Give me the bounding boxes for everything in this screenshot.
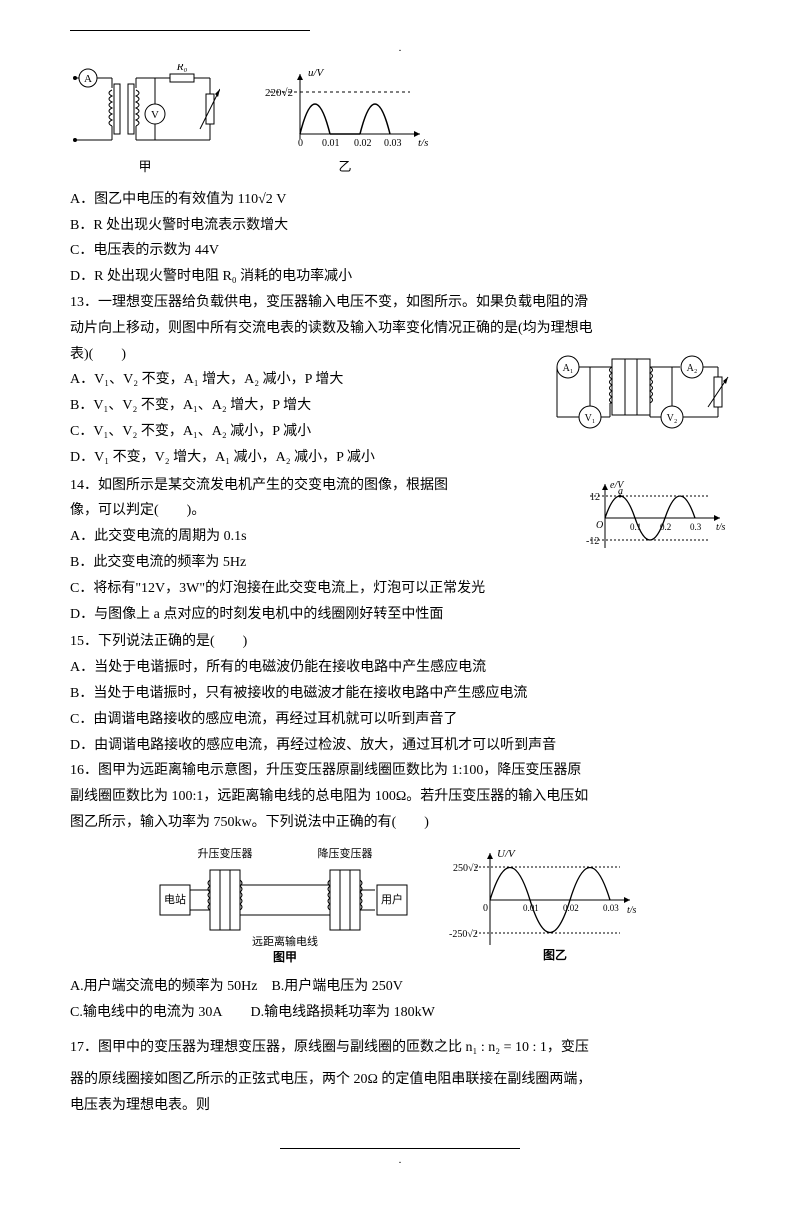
top-optC: C．电压表的示数为 44V xyxy=(70,239,730,263)
svg-text:250√2: 250√2 xyxy=(453,863,479,874)
q13-optD: D．V₁ 不变，V₂ 增大，A₁ 减小，A₂ 减小，P 减小 xyxy=(70,446,730,470)
svg-text:U/V: U/V xyxy=(497,848,516,860)
svg-text:降压变压器: 降压变压器 xyxy=(318,846,373,860)
q15-optA: A．当处于电谐振时，所有的电磁波仍能在接收电路中产生感应电流 xyxy=(70,656,730,680)
q15-stem: 15．下列说法正确的是( ) xyxy=(70,630,730,654)
svg-text:0.01: 0.01 xyxy=(523,903,539,913)
fig-top-jia: A R₀ R xyxy=(70,64,220,178)
q16-optD: D.输电线路损耗功率为 180kW xyxy=(250,1005,434,1020)
svg-text:升压变压器: 升压变压器 xyxy=(198,846,253,860)
q17-stem2: 器的原线圈接如图乙所示的正弦式电压，两个 20Ω 的定值电阻串联接在副线圈两端， xyxy=(70,1068,730,1092)
q16-fig1: 升压变压器 降压变压器 电站 xyxy=(155,845,415,965)
caption-jia: 甲 xyxy=(70,156,220,178)
ylabel: u/V xyxy=(308,67,325,79)
svg-text:O: O xyxy=(596,520,603,531)
svg-text:0.03: 0.03 xyxy=(603,903,619,913)
svg-text:0.02: 0.02 xyxy=(354,138,372,149)
q16-stem3: 图乙所示，输入功率为 750kw。下列说法中正确的有( ) xyxy=(70,811,730,835)
svg-text:t/s: t/s xyxy=(716,522,726,533)
q14-fig: e/V t/s 12 -12 O a 0.1 0.2 0.3 xyxy=(580,478,730,558)
q13-fig: A₁ V₁ A₂ xyxy=(550,347,730,437)
q17-stem3: 电压表为理想电表。则 xyxy=(70,1094,730,1118)
svg-text:0.02: 0.02 xyxy=(563,903,579,913)
svg-text:0.1: 0.1 xyxy=(630,522,641,532)
svg-text:0: 0 xyxy=(298,138,303,149)
svg-text:0.2: 0.2 xyxy=(660,522,671,532)
label-R: R xyxy=(219,105,220,117)
svg-text:0: 0 xyxy=(483,903,488,914)
svg-text:用户: 用户 xyxy=(381,892,403,906)
svg-text:图甲: 图甲 xyxy=(273,950,297,964)
q15-optC: C．由调谐电路接收的感应电流，再经过耳机就可以听到声音了 xyxy=(70,708,730,732)
fig-top-yi: u/V t/s 220√2 0 0.01 0.02 0.03 乙 xyxy=(260,64,430,178)
top-optB: B．R 处出现火警时电流表示数增大 xyxy=(70,214,730,238)
q14-optD: D．与图像上 a 点对应的时刻发电机中的线圈刚好转至中性面 xyxy=(70,603,730,627)
q16-optB: B.用户端电压为 250V xyxy=(271,979,402,994)
q16-fig2: U/V t/s 250√2 -250√2 0 0.01 0.02 0.03 图乙 xyxy=(445,845,645,965)
q16-optA: A.用户端交流电的频率为 50Hz xyxy=(70,979,257,994)
svg-text:V₂: V₂ xyxy=(667,413,678,424)
label-V: V xyxy=(151,109,159,121)
q13-stem1: 13．一理想变压器给负载供电，变压器输入电压不变，如图所示。如果负载电阻的滑 xyxy=(70,291,730,315)
q16-optC: C.输电线中的电流为 30A xyxy=(70,1005,222,1020)
svg-text:电站: 电站 xyxy=(164,892,186,906)
q15-optD: D．由调谐电路接收的感应电流，再经过检波、放大，通过耳机才可以听到声音 xyxy=(70,734,730,758)
svg-text:远距离输电线: 远距离输电线 xyxy=(252,934,318,948)
top-optA: A．图乙中电压的有效值为 110√2 V xyxy=(70,188,730,212)
svg-text:A₁: A₁ xyxy=(563,363,574,374)
label-R0: R₀ xyxy=(176,64,188,73)
q14-optC: C．将标有"12V，3W"的灯泡接在此交变电流上，灯泡可以正常发光 xyxy=(70,577,730,601)
svg-text:12: 12 xyxy=(590,492,600,503)
svg-text:图乙: 图乙 xyxy=(543,948,567,962)
q16-stem2: 副线圈匝数比为 100:1，远距离输电线的总电阻为 100Ω。若升压变压器的输入… xyxy=(70,785,730,809)
svg-text:0.01: 0.01 xyxy=(322,138,340,149)
svg-text:V₁: V₁ xyxy=(585,413,596,424)
caption-yi: 乙 xyxy=(260,156,430,178)
svg-text:0.3: 0.3 xyxy=(690,522,702,532)
svg-text:-12: -12 xyxy=(586,536,599,547)
q17-stem1: 17．图甲中的变压器为理想变压器，原线圈与副线圈的匝数之比 n₁ : n₂ = … xyxy=(70,1036,730,1060)
svg-text:-250√2: -250√2 xyxy=(449,929,478,940)
q16-stem1: 16．图甲为远距离输电示意图，升压变压器原副线圈匝数比为 1:100，降压变压器… xyxy=(70,759,730,783)
q13-stem2: 动片向上移动，则图中所有交流电表的读数及输入功率变化情况正确的是(均为理想电 xyxy=(70,317,730,341)
svg-text:0.03: 0.03 xyxy=(384,138,402,149)
top-optD: D．R 处出现火警时电阻 R₀ 消耗的电功率减小 xyxy=(70,265,730,289)
peak: 220√2 xyxy=(265,87,293,99)
q15-optB: B．当处于电谐振时，只有被接收的电磁波才能在接收电路中产生感应电流 xyxy=(70,682,730,706)
svg-text:t/s: t/s xyxy=(627,905,637,916)
xlabel: t/s xyxy=(418,137,428,149)
svg-text:A₂: A₂ xyxy=(687,363,698,374)
label-A: A xyxy=(84,73,92,85)
